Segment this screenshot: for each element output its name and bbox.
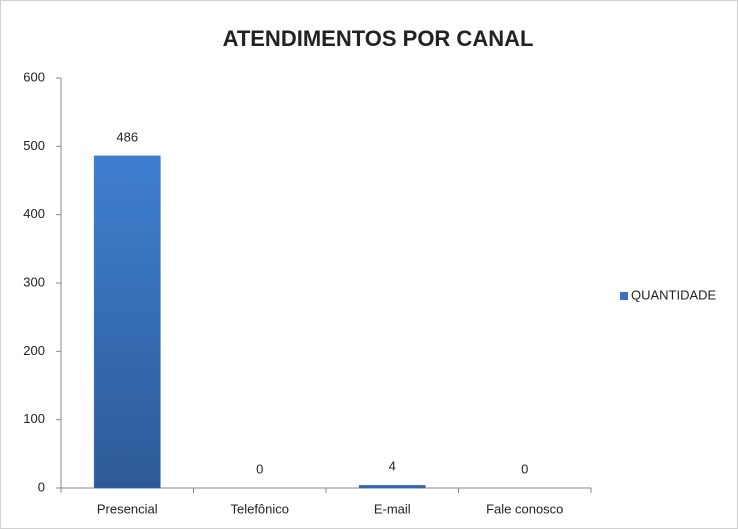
y-tick-label: 500 (23, 138, 45, 153)
x-tick-label: Presencial (97, 501, 158, 516)
bar (358, 485, 426, 489)
bar (93, 155, 161, 489)
x-tick-label: E-mail (374, 501, 411, 516)
data-label: 486 (116, 129, 138, 144)
y-tick-label: 100 (23, 411, 45, 426)
y-tick-label: 300 (23, 274, 45, 289)
x-tick-label: Telefônico (230, 501, 289, 516)
legend-swatch (620, 292, 628, 300)
y-tick-label: 600 (23, 69, 45, 84)
data-label: 4 (389, 459, 396, 474)
data-label: 0 (256, 461, 263, 476)
y-tick-label: 400 (23, 206, 45, 221)
x-tick-label: Fale conosco (486, 501, 563, 516)
y-tick-label: 0 (38, 479, 45, 494)
legend-label: QUANTIDADE (631, 287, 717, 302)
y-tick-label: 200 (23, 343, 45, 358)
chart-title: ATENDIMENTOS POR CANAL (223, 26, 534, 51)
data-label: 0 (521, 461, 528, 476)
